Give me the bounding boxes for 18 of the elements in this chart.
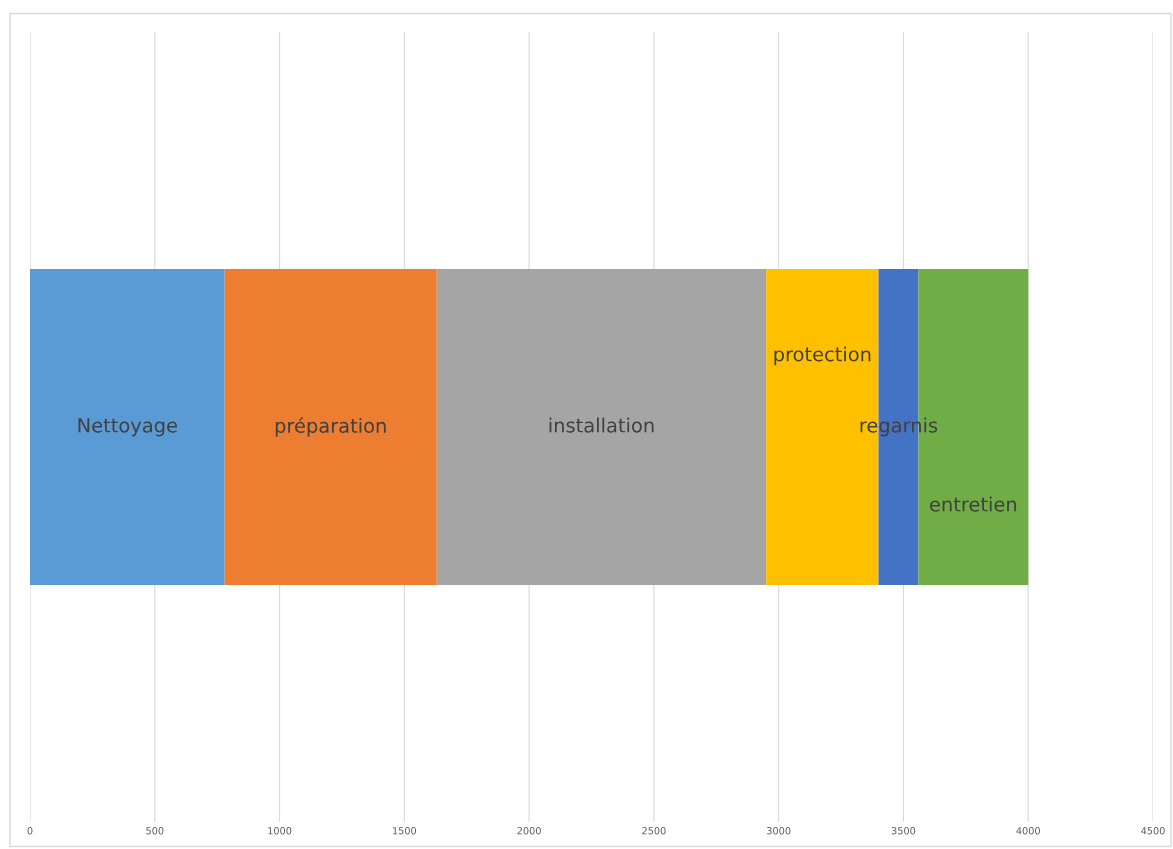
x-tick-label: 3000 xyxy=(767,827,791,835)
x-tick-label: 4000 xyxy=(1016,827,1040,835)
series-label: entretien xyxy=(930,496,1017,512)
x-tick-label: 1500 xyxy=(393,827,417,835)
x-tick-label: 2500 xyxy=(642,827,666,835)
x-tick-label: 3500 xyxy=(891,827,916,835)
bar xyxy=(436,269,767,585)
bar xyxy=(30,269,225,585)
x-tick-label: 500 xyxy=(146,827,164,835)
x-tick-label: 0 xyxy=(27,827,33,835)
series-label: Nettoyage xyxy=(78,418,177,437)
series-label: préparation xyxy=(275,417,386,437)
bar xyxy=(224,269,437,585)
series-label: installation xyxy=(549,417,654,433)
x-tick-label: 4500 xyxy=(1141,827,1165,835)
x-tick-label: 1000 xyxy=(268,827,292,835)
series-label: protection xyxy=(774,346,871,366)
x-tick-label: 2000 xyxy=(517,827,541,835)
